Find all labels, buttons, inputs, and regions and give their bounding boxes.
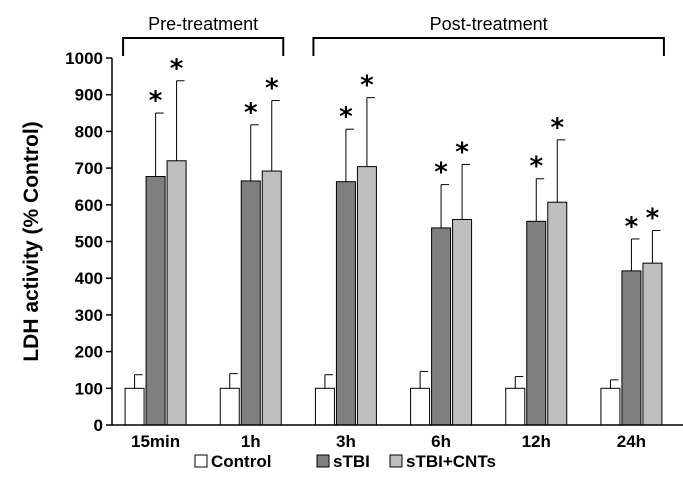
y-tick-label: 1000 <box>65 49 103 68</box>
y-axis-label: LDH activity (% Control) <box>20 121 43 361</box>
bar <box>314 387 335 426</box>
significance-star: * <box>244 98 258 128</box>
significance-star: * <box>646 203 660 233</box>
bar <box>145 176 166 426</box>
bar <box>261 170 282 426</box>
x-tick-label: 6h <box>431 432 451 451</box>
y-tick-label: 400 <box>75 269 103 288</box>
legend-label: sTBI+CNTs <box>406 452 496 471</box>
y-tick-labels: 0 100 200 300 400 500 600 700 800 900 1000 <box>65 49 103 435</box>
bar <box>240 180 261 426</box>
y-tick-label: 0 <box>94 416 103 435</box>
group-bracket <box>122 37 285 56</box>
significance-star: * <box>529 152 543 182</box>
bar <box>335 181 356 426</box>
y-tick-label: 500 <box>75 233 103 252</box>
legend-swatch <box>389 454 403 468</box>
significance-star: * <box>625 212 639 242</box>
bar <box>410 387 431 426</box>
bar <box>356 166 377 426</box>
bar <box>166 160 187 426</box>
y-tick-label: 200 <box>75 343 103 362</box>
y-tick-label: 900 <box>75 86 103 105</box>
bar <box>431 227 452 426</box>
treatment-brackets: Pre-treatment Post-treatment <box>122 14 665 56</box>
legend: Control sTBI sTBI+CNTs <box>194 452 496 471</box>
bar <box>219 387 240 426</box>
y-tick-label: 100 <box>75 379 103 398</box>
x-tick-label: 1h <box>241 432 261 451</box>
axes <box>106 57 683 426</box>
group-label: Post-treatment <box>430 14 548 34</box>
significance-star: * <box>149 86 163 116</box>
y-tick-label: 300 <box>75 306 103 325</box>
y-axis-label-group: LDH activity (% Control) <box>20 121 43 361</box>
group-bracket <box>312 37 665 56</box>
significance-star: * <box>360 71 374 101</box>
bar <box>505 387 526 426</box>
x-tick-label: 24h <box>617 432 646 451</box>
legend-label: Control <box>211 452 271 471</box>
x-tick-label: 15min <box>131 432 180 451</box>
legend-swatch <box>316 454 330 468</box>
legend-swatch <box>194 454 208 468</box>
y-tick-label: 700 <box>75 159 103 178</box>
x-tick-label: 3h <box>336 432 356 451</box>
significance-star: * <box>434 158 448 188</box>
bar <box>124 387 145 426</box>
y-tick-label: 600 <box>75 196 103 215</box>
significance-markers: * * ** **** **** <box>149 54 660 242</box>
x-tick-labels: 15min 1h 3h 6h 12h 24h <box>131 432 646 451</box>
legend-label: sTBI <box>333 452 370 471</box>
significance-star: * <box>339 102 353 132</box>
significance-star: * <box>455 137 469 167</box>
significance-star: * <box>170 54 184 84</box>
x-tick-label: 12h <box>522 432 551 451</box>
group-label: Pre-treatment <box>148 14 258 34</box>
bar <box>621 270 642 426</box>
bar <box>547 201 568 426</box>
bars <box>124 160 663 426</box>
bar <box>452 218 473 426</box>
significance-star: * <box>265 74 279 104</box>
error-bars <box>134 80 661 389</box>
y-tick-label: 800 <box>75 122 103 141</box>
bar <box>642 262 663 426</box>
bar <box>600 387 621 426</box>
bar <box>526 220 547 426</box>
significance-star: * <box>550 113 564 143</box>
